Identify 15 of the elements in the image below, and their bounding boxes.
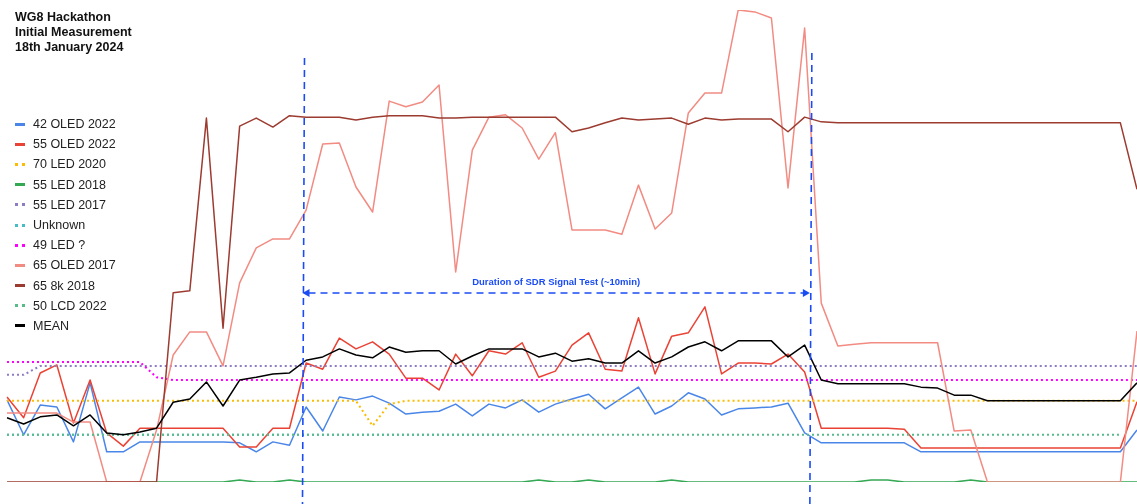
legend-label: 55 LED 2017 — [33, 197, 106, 212]
legend-label: 50 LCD 2022 — [33, 298, 107, 313]
legend-label: MEAN — [33, 318, 70, 333]
legend-label: Unknown — [33, 218, 86, 233]
annotation: Duration of SDR Signal Test (~10min) — [472, 275, 641, 287]
text: Initial Measurement — [15, 25, 132, 40]
legend-label: 65 OLED 2017 — [33, 258, 116, 273]
legend-label: 55 LED 2018 — [33, 177, 106, 192]
chart-title: WG8 Hackathon — [15, 10, 112, 25]
annotation: 18th January 2024 — [15, 40, 125, 55]
legend-label: 49 LED ? — [33, 238, 86, 253]
legend-label: 65 8k 2018 — [33, 278, 95, 293]
legend-label: 70 LED 2020 — [33, 157, 106, 172]
legend-label: 42 OLED 2022 — [33, 117, 116, 132]
legend-label: 55 OLED 2022 — [33, 137, 116, 152]
